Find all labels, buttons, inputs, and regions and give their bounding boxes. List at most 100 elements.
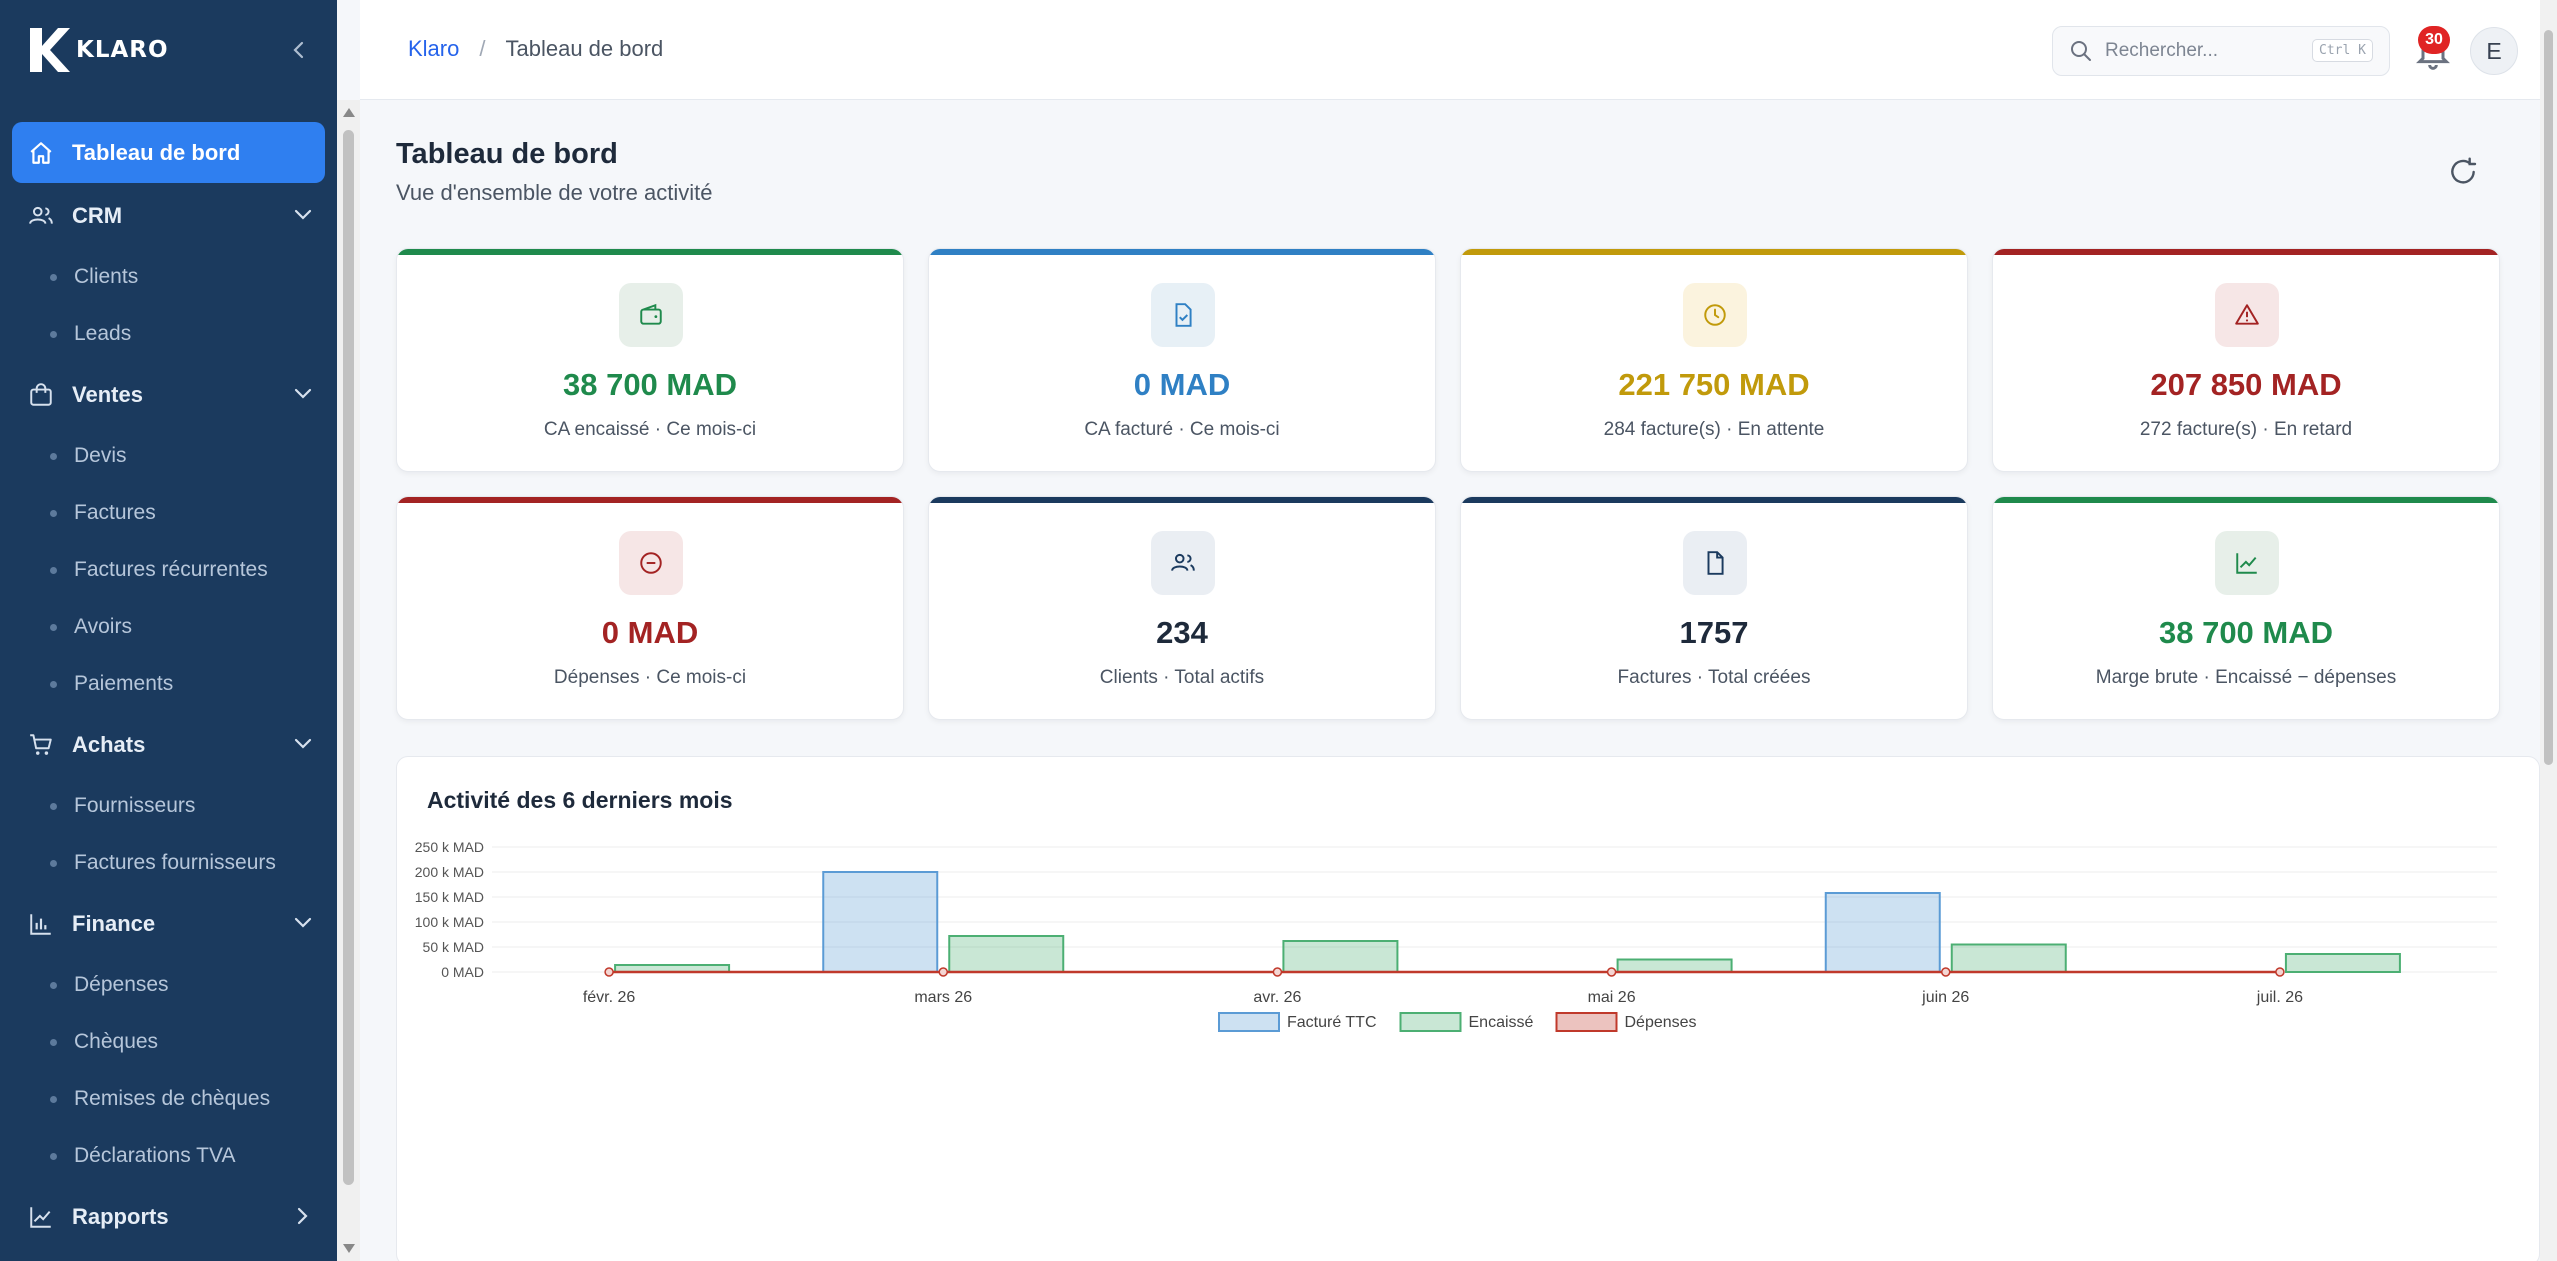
kpi-card-en-retard[interactable]: 207 850 MAD 272 facture(s) · En retard	[1992, 248, 2500, 472]
sidebar-group-finance[interactable]: Finance	[12, 891, 325, 956]
page-scrollbar[interactable]	[2540, 0, 2557, 1261]
breadcrumb-separator: /	[479, 36, 486, 61]
kpi-value: 38 700 MAD	[2158, 615, 2334, 650]
topbar: Klaro / Tableau de bord Ctrl K 30 E	[360, 0, 2540, 100]
chevron-down-icon	[294, 738, 312, 749]
line-point	[1272, 967, 1283, 977]
kpi-label: Dépenses · Ce mois-ci	[553, 667, 747, 688]
legend-label: Encaissé	[1469, 1014, 1534, 1031]
chevron-down-icon	[294, 917, 312, 928]
kpi-value: 207 850 MAD	[2150, 367, 2342, 402]
card-accent-bar	[1993, 249, 2499, 255]
sidebar-group-crm[interactable]: CRM	[12, 183, 325, 248]
kpi-value: 0 MAD	[1133, 367, 1231, 402]
logo[interactable]: KLARO	[28, 26, 169, 74]
sidebar-group-rapports[interactable]: Rapports	[12, 1184, 325, 1249]
sidebar-item-depenses[interactable]: Dépenses	[12, 956, 325, 1013]
chart-title: Activité des 6 derniers mois	[427, 787, 733, 813]
chevron-left-icon	[293, 41, 304, 59]
sidebar-item-label: Factures	[74, 500, 156, 524]
bar-1	[1616, 958, 1733, 973]
x-tick-label: mars 26	[914, 989, 972, 1006]
bar-0	[1824, 892, 1941, 973]
page-scrollbar-thumb[interactable]	[2544, 30, 2553, 765]
card-accent-bar	[1993, 497, 2499, 503]
card-accent-bar	[929, 249, 1435, 255]
sidebar-item-factures-fournisseurs[interactable]: Factures fournisseurs	[12, 834, 325, 891]
users-icon	[29, 206, 53, 224]
sidebar-item-fournisseurs[interactable]: Fournisseurs	[12, 777, 325, 834]
kpi-label: CA facturé · Ce mois-ci	[1084, 419, 1280, 440]
users-icon	[1151, 531, 1215, 595]
kpi-label: 272 facture(s) · En retard	[2139, 419, 2353, 440]
refresh-icon[interactable]	[2447, 156, 2479, 188]
chevron-right-icon	[297, 1207, 308, 1225]
kpi-label: CA encaissé · Ce mois-ci	[543, 419, 757, 440]
search-input[interactable]	[2105, 40, 2295, 62]
x-tick-label: mai 26	[1588, 989, 1636, 1006]
collapse-sidebar-button[interactable]	[283, 34, 315, 66]
x-tick-label: juil. 26	[2256, 989, 2303, 1006]
sidebar-item-tableau-de-bord[interactable]: Tableau de bord	[12, 122, 325, 183]
sidebar-item-avoirs[interactable]: Avoirs	[12, 598, 325, 655]
sidebar-group-achats[interactable]: Achats	[12, 712, 325, 777]
kpi-card-factures[interactable]: 1757 Factures · Total créées	[1460, 496, 1968, 720]
legend-swatch	[1218, 1012, 1280, 1032]
breadcrumb-home-link[interactable]: Klaro	[408, 36, 460, 61]
kpi-card-marge-brute[interactable]: 38 700 MAD Marge brute · Encaissé − dépe…	[1992, 496, 2500, 720]
line-point	[1606, 967, 1617, 977]
kpi-card-ca-encaisse[interactable]: 38 700 MAD CA encaissé · Ce mois-ci	[396, 248, 904, 472]
logo-text: KLARO	[76, 37, 169, 63]
line-point	[2275, 967, 2285, 977]
kpi-label: Clients · Total actifs	[1099, 667, 1265, 688]
y-tick-label: 150 k MAD	[415, 889, 484, 905]
sidebar-nav: Tableau de bord CRM Clients Leads Ventes…	[12, 122, 325, 1249]
chevron-down-icon	[294, 388, 312, 399]
avatar[interactable]: E	[2470, 27, 2518, 75]
sidebar-group-label: Rapports	[72, 1203, 169, 1229]
card-accent-bar	[1461, 249, 1967, 255]
legend-label: Facturé TTC	[1287, 1014, 1377, 1031]
sidebar-item-remises-de-cheques[interactable]: Remises de chèques	[12, 1070, 325, 1127]
kpi-card-en-attente[interactable]: 221 750 MAD 284 facture(s) · En attente	[1460, 248, 1968, 472]
scroll-down-arrow-icon[interactable]	[343, 1244, 355, 1253]
sidebar-item-clients[interactable]: Clients	[12, 248, 325, 305]
sidebar-group-label: Ventes	[72, 381, 143, 407]
kpi-card-depenses[interactable]: 0 MAD Dépenses · Ce mois-ci	[396, 496, 904, 720]
main-content: Tableau de bord Vue d'ensemble de votre …	[360, 100, 2540, 1261]
kpi-card-ca-facture[interactable]: 0 MAD CA facturé · Ce mois-ci	[928, 248, 1436, 472]
trend-icon	[30, 1206, 51, 1228]
x-tick-label: févr. 26	[583, 989, 636, 1006]
cart-icon	[30, 733, 52, 755]
sidebar-item-declarations-tva[interactable]: Déclarations TVA	[12, 1127, 325, 1184]
sidebar-item-factures[interactable]: Factures	[12, 484, 325, 541]
sidebar-item-devis[interactable]: Devis	[12, 427, 325, 484]
x-tick-label: avr. 26	[1253, 989, 1301, 1006]
klaro-logo-icon	[30, 28, 70, 72]
sidebar-item-label: Fournisseurs	[74, 793, 196, 817]
search-icon	[2071, 41, 2091, 61]
sidebar-scrollbar-thumb[interactable]	[343, 130, 354, 1185]
sidebar-item-paiements[interactable]: Paiements	[12, 655, 325, 712]
sidebar-group-label: Finance	[72, 910, 156, 936]
sidebar-item-cheques[interactable]: Chèques	[12, 1013, 325, 1070]
sidebar-item-factures-recurrentes[interactable]: Factures récurrentes	[12, 541, 325, 598]
sidebar-item-leads[interactable]: Leads	[12, 305, 325, 362]
search-box[interactable]: Ctrl K	[2052, 26, 2390, 76]
sidebar-group-ventes[interactable]: Ventes	[12, 362, 325, 427]
legend-label: Dépenses	[1625, 1014, 1697, 1031]
page-subtitle: Vue d'ensemble de votre activité	[396, 180, 713, 205]
breadcrumb: Klaro / Tableau de bord	[408, 36, 663, 62]
home-icon	[30, 141, 52, 164]
chevron-down-icon	[294, 209, 312, 220]
sidebar-item-label: Leads	[74, 321, 132, 345]
kpi-value: 38 700 MAD	[562, 367, 738, 402]
notifications-badge[interactable]: 30	[2418, 26, 2450, 54]
page-title: Tableau de bord	[396, 138, 618, 170]
sidebar-scrollbar[interactable]	[337, 100, 360, 1261]
sidebar: KLARO Tableau de bord CRM Clients Leads …	[0, 0, 337, 1261]
kpi-card-clients[interactable]: 234 Clients · Total actifs	[928, 496, 1436, 720]
bar-chart-icon	[30, 913, 51, 935]
scroll-up-arrow-icon[interactable]	[343, 108, 355, 117]
sidebar-group-label: CRM	[72, 202, 123, 228]
